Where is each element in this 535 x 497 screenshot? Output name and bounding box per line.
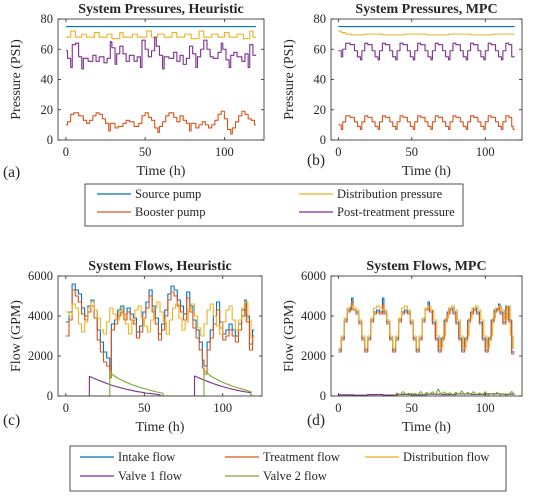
- y-axis-label: Flow (GPM): [282, 300, 297, 372]
- series-line-valve2: [65, 369, 255, 396]
- panel-label: (b): [307, 152, 325, 169]
- x-tick-label: 0: [335, 145, 341, 159]
- x-tick-label: 100: [476, 401, 495, 415]
- legend-label: Intake flow: [118, 450, 175, 464]
- y-tick-label: 4000: [28, 309, 53, 323]
- chart-panel-3: 0 50 100 0 2000 4000 6000 System Flows, Heurist…: [3, 259, 263, 435]
- y-tick-label: 6000: [28, 269, 53, 283]
- series-line-booster: [338, 115, 515, 130]
- plot-area: [58, 276, 262, 396]
- x-tick-label: 0: [63, 401, 69, 415]
- y-tick-label: 6000: [301, 269, 326, 283]
- legend-label: Post-treatment pressure: [337, 205, 455, 219]
- chart-panel-2: 0 50 100 0 20 40 60 80 System Pressures, MPC Time…: [282, 2, 523, 179]
- y-tick-label: 80: [41, 12, 54, 26]
- panel-label: (d): [307, 412, 325, 429]
- x-tick-label: 50: [138, 401, 151, 415]
- series-group: [65, 283, 255, 396]
- legend-label: Treatment flow: [263, 450, 340, 464]
- x-tick-label: 50: [406, 401, 419, 415]
- legend-entry: Valve 1 flow: [80, 469, 182, 483]
- legend-label: Booster pump: [135, 205, 205, 219]
- y-tick-label: 20: [314, 103, 327, 117]
- series-line-intake: [65, 283, 255, 371]
- series-line-distribution: [338, 305, 515, 349]
- legend-label: Valve 2 flow: [263, 469, 327, 483]
- legend-entry: Valve 2 flow: [225, 469, 327, 483]
- y-axis-label: Pressure (PSI): [9, 39, 24, 120]
- x-tick-label: 50: [406, 145, 419, 159]
- chart-panel-4: 0 50 100 0 2000 4000 6000 System Flows, MPC Time…: [282, 259, 523, 435]
- legend-entry: Booster pump: [97, 205, 205, 219]
- y-tick-label: 0: [47, 133, 53, 147]
- series-line-treatment: [338, 301, 515, 355]
- x-tick-label: 0: [63, 145, 69, 159]
- axes-frame: [330, 275, 523, 397]
- legend-label: Source pump: [135, 187, 201, 201]
- legend-entry: Source pump: [97, 187, 201, 201]
- x-tick-label: 50: [139, 145, 152, 159]
- plot-area: [331, 19, 522, 140]
- y-tick-label: 0: [47, 389, 53, 403]
- y-axis-label: Flow (GPM): [9, 300, 24, 372]
- chart-title: System Pressures, Heuristic: [78, 2, 244, 17]
- x-tick-label: 100: [215, 145, 234, 159]
- panel-label: (c): [3, 412, 20, 429]
- legend-1: Source pump Distribution pressure Booster …: [84, 183, 464, 227]
- legend-label: Distribution pressure: [337, 187, 443, 201]
- legend-entry: Distribution pressure: [299, 187, 443, 201]
- y-tick-label: 0: [320, 133, 326, 147]
- axes-frame: [57, 275, 263, 397]
- series-line-treatment: [65, 289, 255, 379]
- legend-entry: Intake flow: [80, 450, 175, 464]
- y-tick-label: 80: [314, 12, 327, 26]
- y-tick-label: 2000: [28, 349, 53, 363]
- series-line-booster: [65, 110, 257, 135]
- y-tick-label: 20: [41, 103, 54, 117]
- y-tick-label: 60: [41, 42, 54, 56]
- chart-title: System Flows, MPC: [366, 259, 486, 274]
- x-axis-label: Time (h): [402, 164, 451, 179]
- series-line-post: [338, 42, 515, 61]
- y-tick-label: 40: [314, 73, 327, 87]
- legend-label: Valve 1 flow: [118, 469, 182, 483]
- legend-box: [69, 445, 507, 492]
- panel-label: (a): [3, 164, 20, 181]
- legend-2: Intake flow Treatment flow Distribution fl…: [69, 445, 507, 492]
- series-line-distribution: [338, 30, 515, 36]
- series-line-distribution: [65, 30, 257, 40]
- x-tick-label: 100: [213, 401, 232, 415]
- x-axis-label: Time (h): [137, 164, 186, 179]
- series-group: [338, 26, 515, 130]
- x-axis-label: Time (h): [136, 420, 185, 435]
- legend-label: Distribution flow: [403, 450, 489, 464]
- plot-area: [331, 276, 522, 396]
- y-tick-label: 0: [320, 389, 326, 403]
- x-axis-label: Time (h): [402, 420, 451, 435]
- y-tick-label: 60: [314, 42, 327, 56]
- legend-box: [84, 183, 464, 227]
- y-tick-label: 2000: [301, 349, 326, 363]
- series-line-valve1: [65, 375, 255, 396]
- x-tick-label: 100: [476, 145, 495, 159]
- chart-title: System Pressures, MPC: [355, 2, 497, 17]
- series-group: [65, 26, 257, 135]
- chart-panel-1: 0 50 100 0 20 40 60 80 System Pressures, Heurist…: [3, 2, 265, 181]
- legend-entry: Distribution flow: [365, 450, 489, 464]
- x-tick-label: 0: [335, 401, 341, 415]
- legend-entry: Treatment flow: [225, 450, 340, 464]
- y-tick-label: 4000: [301, 309, 326, 323]
- series-line-distribution: [65, 301, 255, 339]
- series-line-post: [65, 36, 257, 70]
- legend-entry: Post-treatment pressure: [299, 205, 455, 219]
- chart-title: System Flows, Heuristic: [88, 259, 231, 274]
- y-axis-label: Pressure (PSI): [282, 39, 297, 120]
- y-tick-label: 40: [41, 73, 54, 87]
